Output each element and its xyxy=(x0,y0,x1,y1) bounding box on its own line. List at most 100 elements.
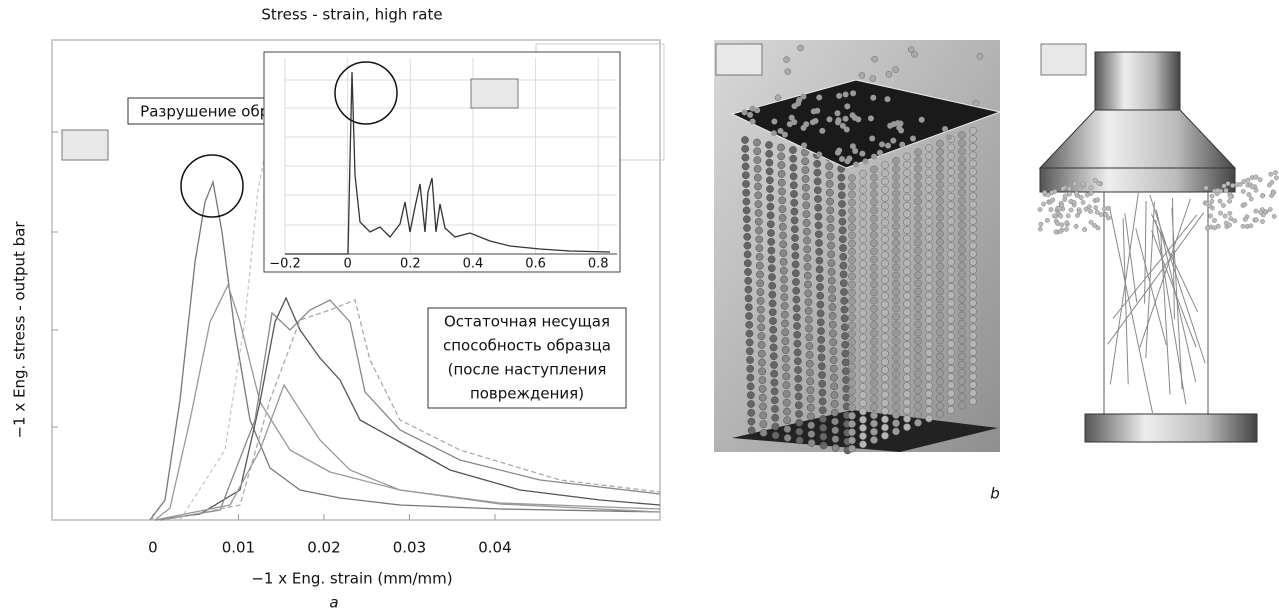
debris xyxy=(1062,193,1068,199)
particle xyxy=(885,70,893,78)
particle xyxy=(881,185,889,194)
particle xyxy=(844,103,851,110)
particle xyxy=(747,417,756,426)
particle xyxy=(892,427,900,436)
fiber xyxy=(1135,228,1167,346)
debris xyxy=(1102,206,1107,212)
particle xyxy=(807,421,816,430)
particle xyxy=(881,226,889,235)
debris xyxy=(1093,177,1098,183)
debris xyxy=(1267,207,1273,212)
particle xyxy=(819,432,828,441)
particle xyxy=(758,358,766,367)
particle xyxy=(801,166,810,174)
particle xyxy=(848,329,856,338)
particle xyxy=(892,402,900,411)
particle xyxy=(756,270,764,279)
debris xyxy=(1044,217,1050,223)
particle xyxy=(925,316,933,324)
particle xyxy=(947,176,955,185)
debris xyxy=(1232,218,1238,224)
particle xyxy=(781,354,790,363)
debris xyxy=(1095,225,1101,231)
particle xyxy=(859,350,867,358)
particle xyxy=(757,341,766,349)
particle xyxy=(936,172,944,181)
particle xyxy=(745,312,753,320)
debris xyxy=(1058,229,1063,234)
particle xyxy=(804,307,813,315)
particle xyxy=(892,353,900,362)
particle xyxy=(816,94,823,101)
particle xyxy=(914,263,922,271)
particle xyxy=(791,269,800,278)
particle xyxy=(850,90,857,97)
particle xyxy=(914,394,922,403)
particle xyxy=(745,320,754,329)
particle xyxy=(881,169,889,178)
debris xyxy=(1228,216,1234,222)
particle xyxy=(819,423,828,432)
debris xyxy=(1045,192,1051,198)
particle xyxy=(803,236,811,245)
debris xyxy=(1094,209,1100,215)
ring xyxy=(1039,167,1236,193)
particle xyxy=(837,182,846,191)
particle xyxy=(881,325,889,333)
particle xyxy=(947,225,955,234)
particle xyxy=(969,364,977,373)
particle xyxy=(969,167,977,176)
particle xyxy=(741,162,750,171)
particle xyxy=(790,190,798,198)
particle xyxy=(976,53,984,60)
debris xyxy=(1082,227,1087,232)
particle xyxy=(859,219,867,227)
particle xyxy=(969,266,977,274)
particle xyxy=(765,158,774,167)
particle xyxy=(969,274,977,283)
debris xyxy=(1257,177,1263,183)
particle xyxy=(840,296,849,305)
particle xyxy=(881,415,889,424)
debris xyxy=(1253,208,1259,214)
particle xyxy=(958,278,966,287)
debris xyxy=(1208,213,1214,219)
particle xyxy=(848,215,856,223)
particle xyxy=(947,242,955,250)
particle xyxy=(969,323,977,332)
fiber xyxy=(1145,201,1155,359)
particle xyxy=(814,230,823,239)
debris xyxy=(1066,191,1072,197)
particle xyxy=(914,254,922,263)
particle xyxy=(859,210,867,219)
particle xyxy=(793,339,802,348)
particle xyxy=(947,381,955,390)
particle xyxy=(947,192,955,201)
particle xyxy=(828,303,837,311)
debris xyxy=(1242,216,1248,222)
debris xyxy=(1055,221,1060,226)
particle xyxy=(765,149,774,158)
particle xyxy=(795,436,804,445)
particle xyxy=(936,336,944,345)
particle xyxy=(914,361,922,370)
debris xyxy=(1268,171,1274,177)
particle xyxy=(925,357,933,365)
particle xyxy=(770,387,779,396)
particle xyxy=(842,115,849,122)
particle xyxy=(766,211,775,220)
particle xyxy=(885,142,892,149)
debris xyxy=(1271,190,1277,196)
annotation: Остаточная несущая способность образца (по… xyxy=(443,313,611,403)
particle xyxy=(947,168,955,176)
particle xyxy=(903,308,911,317)
chart-title: Stress - strain, high rate xyxy=(261,6,442,24)
particle xyxy=(870,354,878,362)
particle xyxy=(958,393,966,402)
particle xyxy=(903,210,911,218)
fiber xyxy=(1149,194,1206,364)
debris xyxy=(1218,210,1223,216)
particle xyxy=(766,185,774,193)
particle xyxy=(804,289,813,298)
particle xyxy=(848,280,856,289)
